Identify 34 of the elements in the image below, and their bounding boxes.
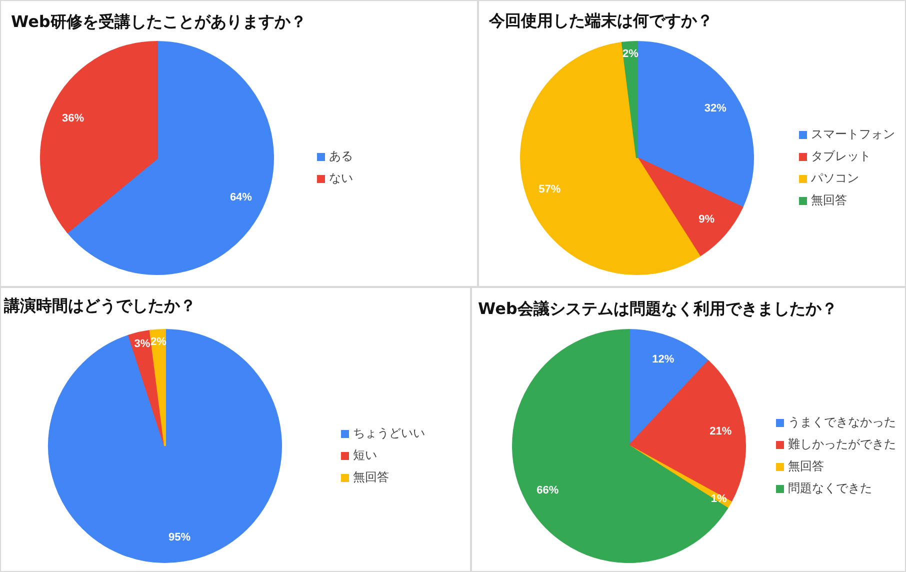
chart-title: Web会議システムは問題なく利用できましたか？ — [478, 299, 838, 320]
data-label: 57% — [538, 183, 561, 196]
legend-label: パソコン — [811, 171, 859, 185]
data-label: 95% — [168, 532, 191, 544]
data-label: 12% — [652, 354, 674, 366]
legend-label: うまくできなかった — [788, 415, 896, 429]
legend-label: 無回答 — [353, 470, 389, 484]
data-label: 1% — [710, 493, 728, 506]
pie-slice — [520, 42, 700, 275]
legend-label: ちょうどいい — [353, 426, 425, 440]
chart-title: 講演時間はどうでしたか？ — [4, 296, 196, 317]
legend-label: ある — [329, 149, 353, 163]
data-label: 32% — [704, 102, 727, 114]
data-label: 21% — [710, 425, 732, 438]
data-label: 64% — [230, 192, 252, 204]
pie-slice — [621, 41, 638, 159]
data-label: 36% — [62, 112, 84, 124]
data-label: 3% — [134, 338, 150, 350]
chart-title: 今回使用した端末は何ですか？ — [489, 11, 713, 32]
legend-label: 問題なくできた — [788, 481, 872, 495]
legend-label: 無回答 — [811, 193, 847, 207]
legend-label: スマートフォン — [811, 127, 895, 141]
chart-title: Web研修を受講したことがありますか？ — [11, 12, 306, 33]
data-label: 9% — [698, 213, 715, 226]
pie-slice — [48, 329, 282, 563]
legend-label: タブレット — [811, 149, 871, 163]
pie-slice — [149, 329, 166, 447]
data-label: 66% — [536, 484, 559, 497]
legend-label: 無回答 — [788, 459, 824, 473]
pie-slice — [636, 157, 743, 257]
legend-label: ない — [329, 171, 353, 185]
legend-label: 難しかったができた — [788, 437, 896, 451]
legend-label: 短い — [353, 448, 377, 462]
pie-slice — [40, 41, 158, 233]
